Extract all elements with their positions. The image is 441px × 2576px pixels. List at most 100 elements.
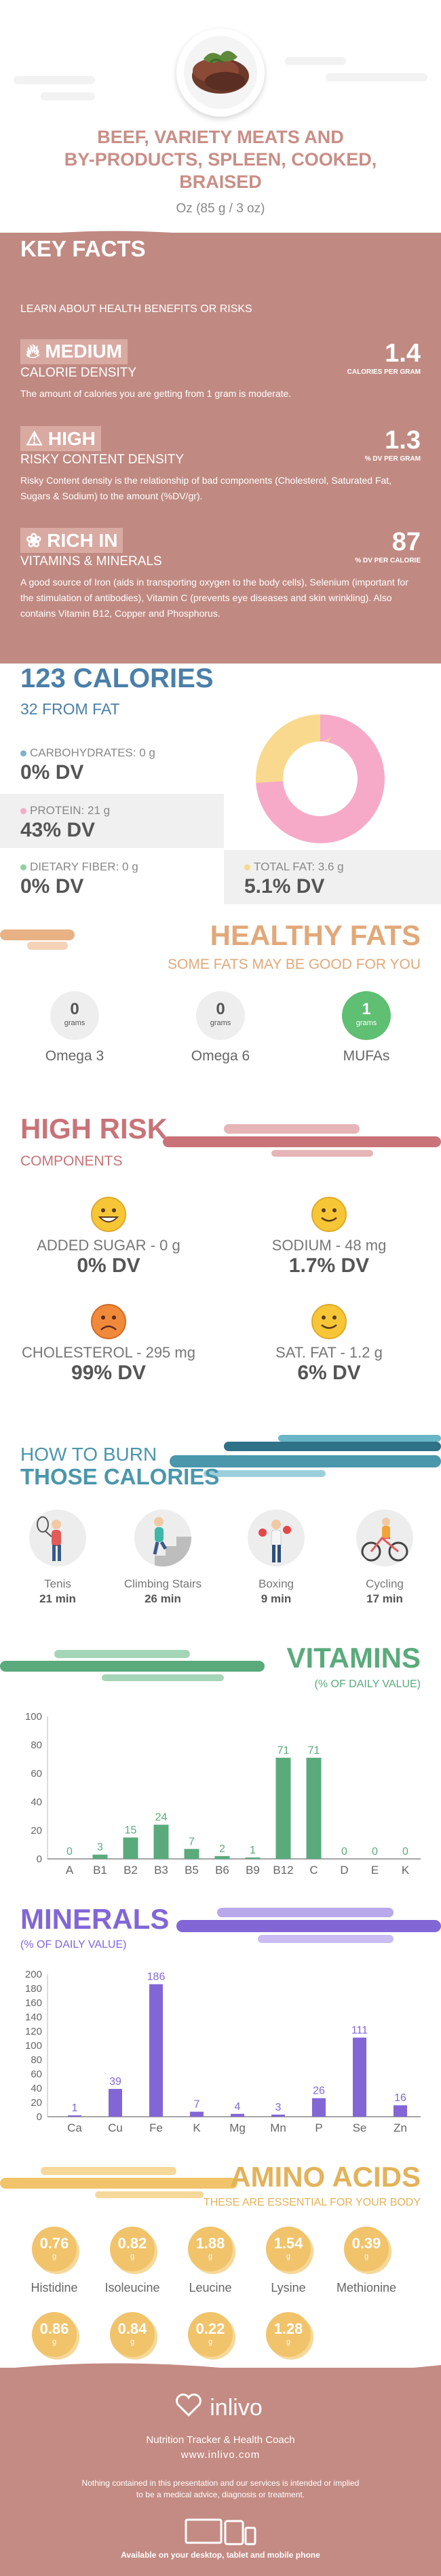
y-tick-label: 180	[25, 1983, 42, 1995]
key-facts-subtitle: LEARN ABOUT HEALTH BENEFITS OR RISKS	[20, 303, 252, 315]
fat-value: 0	[70, 1000, 79, 1018]
bar-B6	[214, 1856, 230, 1859]
fat-unit: grams	[64, 1019, 85, 1027]
fact-level-text: MEDIUM	[45, 341, 122, 362]
risk-name: SAT. FAT - 1.2 g	[275, 1344, 383, 1361]
x-tick-label: Fe	[149, 2121, 163, 2134]
bar-Fe	[149, 1984, 163, 2117]
donut-slice-fat	[256, 714, 385, 843]
x-tick-label: B6	[215, 1864, 229, 1877]
bar-B5	[184, 1849, 199, 1859]
x-tick-label: D	[340, 1864, 348, 1877]
bar-B9	[245, 1857, 261, 1859]
bar-value-label: 7	[189, 1836, 195, 1847]
macro-label: PROTEIN: 21 g	[20, 804, 224, 818]
amino-unit: g	[52, 2252, 57, 2261]
food-plate-image	[176, 28, 265, 117]
fat-value: 1	[362, 1000, 371, 1018]
x-tick-label: P	[315, 2121, 322, 2134]
minerals-subtitle: (% OF DAILY VALUE)	[20, 1939, 127, 1950]
amino-value-circle: 0.82 g	[110, 2227, 155, 2271]
calorie-donut-chart	[256, 714, 385, 843]
fat-unit: grams	[356, 1019, 377, 1027]
fat-name: MUFAs	[343, 1048, 390, 1064]
fact-level-text: RICH IN	[47, 530, 118, 551]
amino-unit: g	[52, 2338, 57, 2346]
y-tick-label: 160	[25, 1997, 42, 2009]
decor-cloud	[326, 73, 427, 81]
fact-vitamins-minerals: ❀ RICH IN VITAMINS & MINERALS 87 % DV PE…	[20, 528, 421, 621]
macro-label-text: CARBOHYDRATES: 0 g	[30, 746, 155, 759]
bar-B1	[92, 1854, 108, 1859]
x-tick-label: B1	[93, 1864, 107, 1877]
amino-value: 0.82	[117, 2235, 147, 2252]
footer-brand: inlivo	[210, 2395, 263, 2421]
risk-cholesterol: CHOLESTEROL - 295 mg 99% DV	[0, 1303, 217, 1385]
wave-divider	[0, 2363, 441, 2379]
x-tick-label: A	[66, 1864, 74, 1877]
amino-name: Lysine	[271, 2281, 306, 2294]
bar-Mn	[271, 2114, 285, 2117]
x-tick-label: B5	[185, 1864, 199, 1877]
fact-value-unit: % DV PER CALORIE	[355, 557, 421, 564]
fact-label: CALORIE DENSITY	[20, 366, 137, 380]
minerals-title: MINERALS	[20, 1903, 170, 1935]
smile-face-icon	[311, 1304, 347, 1339]
risk-dv: 6% DV	[297, 1362, 361, 1384]
bar-value-label: 0	[372, 1846, 378, 1858]
amino-name: Histidine	[31, 2281, 78, 2294]
bar-Ca	[68, 2115, 81, 2117]
bar-value-label: 111	[351, 2024, 368, 2036]
bar-Mg	[231, 2113, 244, 2117]
fiber-dot-icon	[20, 864, 26, 871]
x-tick-label: C	[309, 1864, 318, 1877]
amino-value: 0.86	[39, 2320, 69, 2337]
leaf-icon: ❀	[26, 530, 42, 551]
amino-unit: g	[286, 2252, 291, 2261]
healthy-fats-title: HEALTHY FATS	[210, 919, 421, 951]
fact-level: 🔥︎ MEDIUM	[20, 339, 128, 364]
fact-value-number: 1.4	[385, 339, 421, 368]
serving-size: Oz (85 g / 3 oz)	[176, 201, 265, 216]
fact-calorie-density: 🔥︎ MEDIUM CALORIE DENSITY 1.4 CALORIES P…	[20, 339, 421, 402]
y-tick-label: 0	[37, 1853, 42, 1865]
fact-value: 1.3 % DV PER GRAM	[365, 426, 421, 463]
bar-B12	[275, 1757, 291, 1859]
bar-value-label: 7	[194, 2099, 200, 2111]
y-tick-label: 20	[31, 1825, 42, 1837]
x-tick-label: B9	[246, 1864, 260, 1877]
y-tick-label: 40	[31, 2083, 42, 2094]
fact-description: The amount of calories you are getting f…	[20, 388, 292, 399]
macro-value: 43% DV	[20, 819, 96, 841]
x-tick-label: Zn	[394, 2121, 407, 2134]
x-tick-label: Ca	[67, 2121, 82, 2134]
risk-dv: 99% DV	[71, 1362, 147, 1384]
risk-sodium: SODIUM - 48 mg 1.7% DV	[220, 1195, 438, 1277]
bar-value-label: 0	[66, 1846, 73, 1858]
bar-value-label: 39	[109, 2076, 121, 2088]
x-tick-label: Mg	[229, 2121, 246, 2134]
risk-banner-decor	[163, 1124, 441, 1157]
fat-name: Omega 3	[45, 1048, 104, 1064]
amino-acid-lysine: 1.54 g Lysine	[251, 2227, 326, 2295]
fact-value-number: 87	[391, 528, 421, 556]
fat-value-circle: 1 grams	[342, 991, 391, 1040]
macro-fiber: DIETARY FIBER: 0 g 0% DV	[0, 850, 224, 904]
fat-value-circle: 0 grams	[196, 991, 245, 1040]
amino-value-circle: 1.28 g	[266, 2312, 311, 2357]
footer-url[interactable]: www.inlivo.com	[180, 2449, 261, 2461]
fat-omega6: 0 grams Omega 6	[166, 991, 275, 1064]
activity-name: Tenis	[44, 1577, 71, 1590]
x-tick-label: B3	[154, 1864, 168, 1877]
y-tick-label: 200	[25, 1969, 42, 1980]
fact-level: ❀ RICH IN	[20, 528, 123, 553]
fat-mufas: 1 grams MUFAs	[312, 991, 421, 1064]
boxing-icon	[248, 1510, 305, 1566]
grin-face-icon	[91, 1197, 126, 1232]
tennis-icon	[29, 1510, 86, 1566]
y-tick-label: 120	[25, 2026, 42, 2037]
amino-value: 1.88	[195, 2235, 225, 2252]
macro-value: 5.1% DV	[244, 875, 325, 898]
bar-value-label: 0	[402, 1846, 408, 1858]
x-tick-label: Mn	[270, 2121, 286, 2134]
